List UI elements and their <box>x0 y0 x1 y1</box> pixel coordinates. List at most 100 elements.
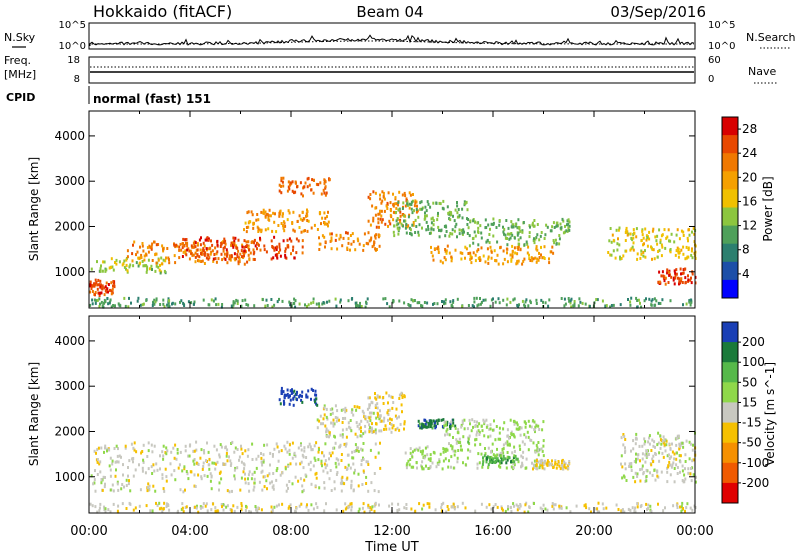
power-data-cell <box>461 207 464 211</box>
power-data-cell <box>401 193 404 197</box>
power-data-cell <box>518 242 521 246</box>
velocity-data-cell <box>302 455 305 459</box>
power-data-cell <box>111 287 114 291</box>
velocity-data-cell <box>630 449 632 453</box>
velocity-data-cell <box>461 501 464 505</box>
velocity-data-cell <box>449 422 452 426</box>
velocity-data-cell <box>379 466 382 470</box>
power-data-cell <box>306 229 309 233</box>
power-data-cell <box>103 286 106 290</box>
velocity-data-cell <box>535 466 538 470</box>
power-data-cell <box>126 249 129 253</box>
power-data-cell <box>619 255 621 259</box>
velocity-data-cell <box>445 429 448 433</box>
power-data-cell <box>410 200 413 204</box>
velocity-data-cell <box>523 510 526 514</box>
power-data-cell <box>167 297 170 301</box>
power-data-cell <box>566 229 569 233</box>
power-data-cell <box>450 255 453 259</box>
power-data-cell <box>532 257 535 261</box>
power-data-cell <box>656 234 659 238</box>
power-data-cell <box>402 224 404 228</box>
power-data-cell <box>635 296 638 300</box>
power-data-cell <box>378 212 381 216</box>
velocity-data-cell <box>374 403 377 407</box>
velocity-data-cell <box>630 465 633 469</box>
power-data-cell <box>318 305 321 308</box>
power-data-cell <box>588 304 591 308</box>
power-data-cell <box>243 239 246 243</box>
power-data-cell <box>284 253 287 257</box>
power-data-cell <box>323 178 326 182</box>
power-data-cell <box>165 256 167 260</box>
velocity-data-cell <box>533 428 536 432</box>
velocity-data-cell <box>456 460 459 464</box>
velocity-data-cell <box>305 395 308 399</box>
power-data-cell <box>676 228 679 232</box>
power-data-cell <box>411 211 414 215</box>
velocity-data-cell <box>378 429 381 433</box>
velocity-data-cell <box>331 451 334 455</box>
velocity-data-cell <box>165 479 168 483</box>
velocity-data-cell <box>219 443 222 447</box>
power-data-cell <box>414 218 417 222</box>
power-data-cell <box>202 298 205 302</box>
power-data-cell <box>480 231 483 235</box>
velocity-data-cell <box>376 402 379 406</box>
power-data-cell <box>112 304 115 307</box>
power-data-cell <box>618 243 621 247</box>
velocity-data-cell <box>543 467 546 471</box>
power-data-cell <box>342 236 345 240</box>
velocity-data-cell <box>663 438 666 442</box>
power-data-cell <box>335 304 338 308</box>
velocity-data-cell <box>120 487 123 491</box>
velocity-data-cell <box>346 476 349 480</box>
power-data-cell <box>168 299 171 303</box>
velocity-data-cell <box>496 447 498 451</box>
velocity-data-cell <box>215 462 218 466</box>
velocity-data-cell <box>691 459 694 463</box>
velocity-data-cell <box>361 448 364 452</box>
power-data-cell <box>573 300 576 303</box>
velocity-data-cell <box>620 436 623 440</box>
power-data-cell <box>506 297 509 301</box>
power-data-cell <box>398 207 401 211</box>
velocity-data-cell <box>377 451 380 455</box>
velocity-data-cell <box>292 396 295 400</box>
velocity-data-cell <box>244 481 247 485</box>
velocity-data-cell <box>358 406 361 410</box>
velocity-data-cell <box>631 506 634 510</box>
power-data-cell <box>474 253 477 257</box>
power-data-cell <box>635 235 638 239</box>
power-data-cell <box>292 228 295 232</box>
velocity-data-cell <box>447 465 450 469</box>
power-data-cell <box>550 250 553 254</box>
velocity-data-cell <box>379 414 382 418</box>
power-data-cell <box>486 247 489 251</box>
velocity-data-cell <box>469 422 471 426</box>
velocity-data-cell <box>483 434 486 438</box>
power-data-cell <box>682 303 684 307</box>
velocity-data-cell <box>512 419 515 423</box>
velocity-data-cell <box>248 489 251 493</box>
velocity-data-cell <box>391 395 394 399</box>
velocity-data-cell <box>533 459 536 463</box>
velocity-data-cell <box>298 395 301 399</box>
power-data-cell <box>242 256 245 259</box>
power-data-cell <box>178 245 181 249</box>
velocity-data-cell <box>643 442 646 446</box>
velocity-data-cell <box>177 466 180 470</box>
velocity-data-cell <box>278 450 281 454</box>
power-data-cell <box>578 297 581 301</box>
power-data-cell <box>502 230 505 234</box>
velocity-data-cell <box>375 422 378 426</box>
power-data-cell <box>444 258 447 262</box>
power-data-cell <box>99 279 102 283</box>
velocity-data-cell <box>684 453 687 457</box>
power-data-cell <box>685 245 688 249</box>
velocity-data-cell <box>630 462 633 465</box>
power-data-cell <box>209 252 212 256</box>
velocity-data-cell <box>275 469 278 473</box>
velocity-data-cell <box>516 457 519 461</box>
velocity-data-cell <box>315 441 318 445</box>
